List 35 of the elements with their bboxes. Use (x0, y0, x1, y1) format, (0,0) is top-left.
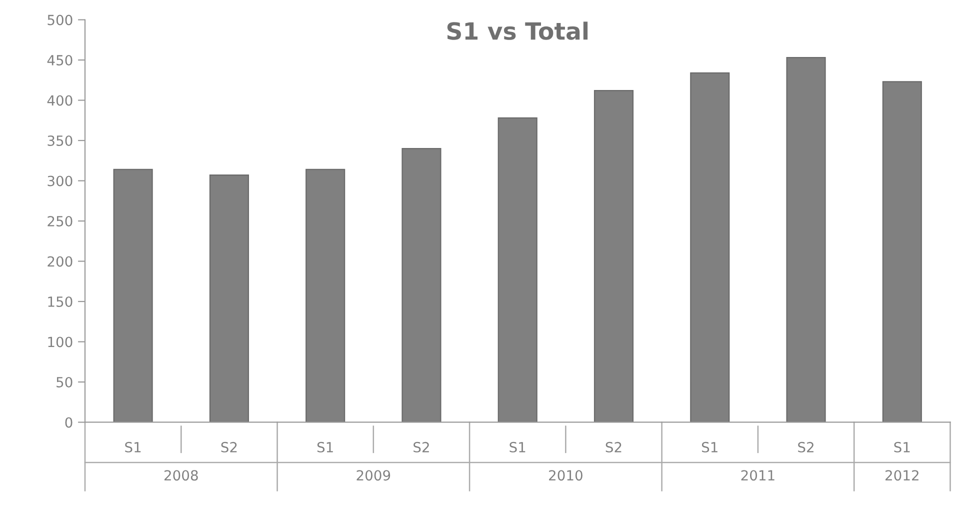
y-tick-label: 150 (48, 296, 72, 307)
x-tick-label: S2 (414, 442, 429, 452)
y-tick-label: 350 (48, 135, 72, 146)
y-tick-label: 450 (47, 54, 72, 66)
text: 2011 (741, 470, 774, 481)
y-tick-label: 0 (65, 417, 72, 428)
y-tick-label: 50 (56, 376, 72, 388)
x-tick-label: S1 (894, 442, 910, 452)
bar (690, 72, 730, 422)
x-tick-label: S1 (317, 442, 333, 452)
x-tick-label: S2 (606, 442, 622, 452)
y-tick-label: 250 (48, 216, 72, 226)
text: 2008 (164, 470, 198, 481)
y-tick-label: 500 (48, 14, 72, 26)
y-tick-label: 200 (48, 256, 72, 267)
x-tick-label: S1 (125, 442, 141, 452)
x-tick-label: S1 (510, 442, 526, 452)
bar (209, 174, 249, 422)
x-tick-label: S2 (798, 442, 814, 452)
x-tick-label: S2 (221, 442, 237, 452)
bar (306, 168, 346, 422)
y-tick-label: 100 (48, 336, 72, 348)
bar (498, 117, 538, 422)
y-tick-label: 300 (48, 176, 72, 186)
text: 2009 (356, 470, 390, 481)
chart-title: S1 vs Total (447, 22, 588, 40)
bar (113, 168, 153, 422)
bar (594, 90, 634, 422)
text: 2010 (549, 470, 582, 481)
bar (882, 81, 922, 422)
y-tick-label: 400 (47, 95, 72, 106)
x-tick-label: S1 (702, 442, 718, 452)
bar (786, 57, 826, 422)
bar (402, 148, 442, 422)
text: 2012 (886, 470, 918, 481)
